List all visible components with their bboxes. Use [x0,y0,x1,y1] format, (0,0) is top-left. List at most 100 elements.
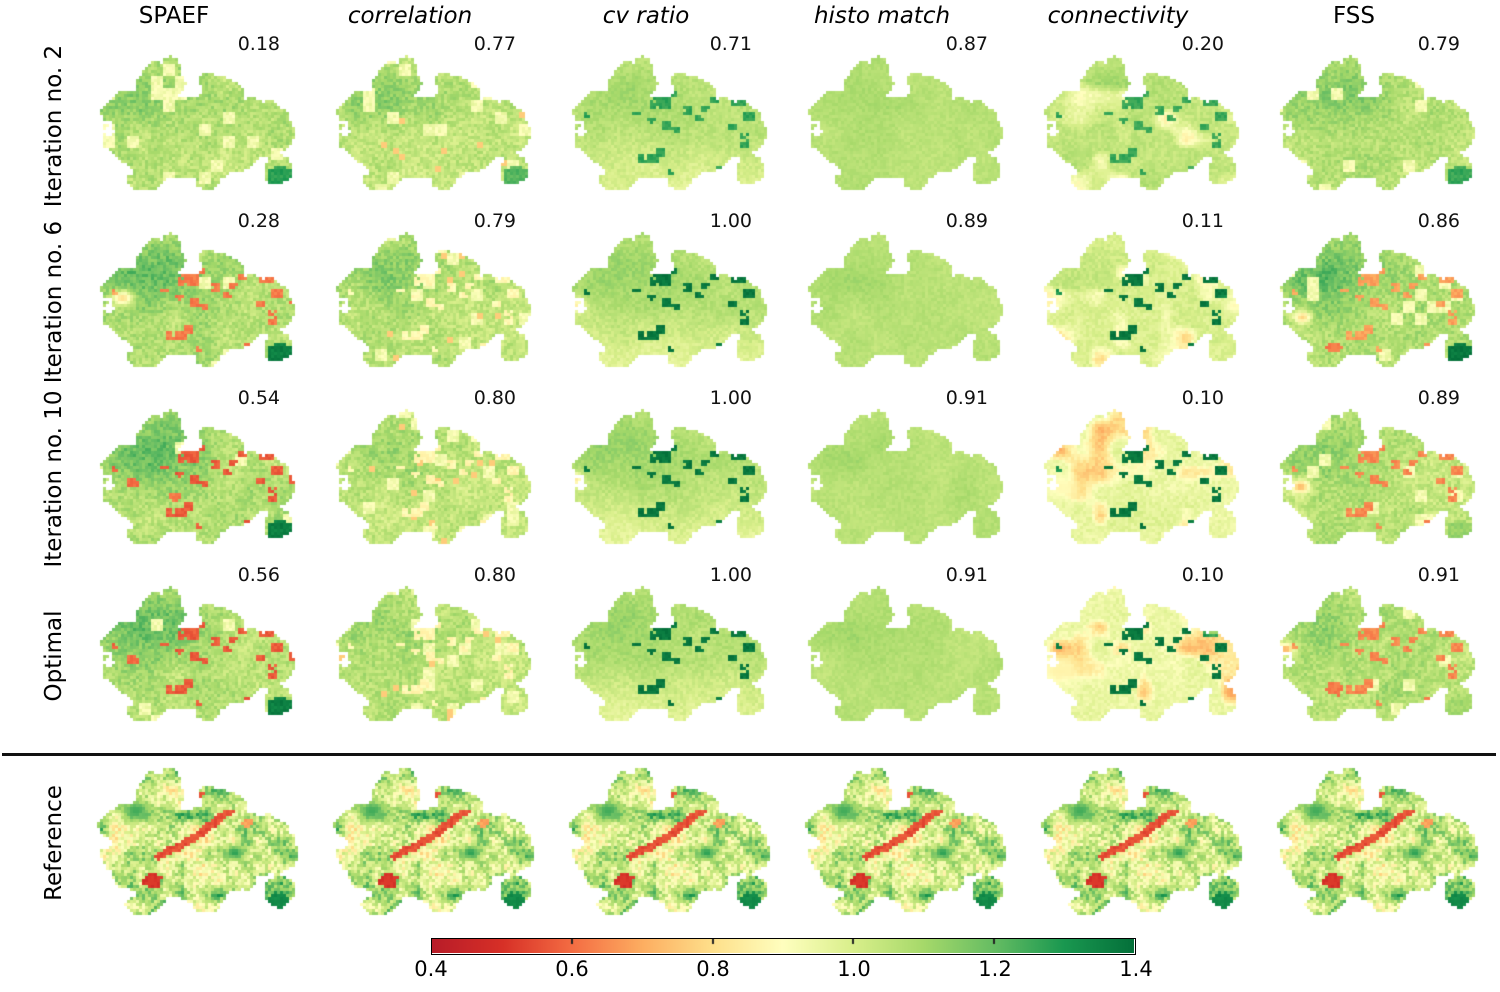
map-panel-cell: 0.20 [1022,30,1258,207]
catchment-map [799,583,1009,730]
colorbar-tick-label: 0.4 [414,957,448,981]
score-value: 0.91 [1417,564,1460,586]
score-value: 0.89 [945,210,988,232]
colorbar-tick-label: 0.8 [696,957,730,981]
catchment-map [563,229,773,376]
map-panel-cell: 0.79 [1258,30,1494,207]
map-panel-cell: 0.89 [1258,384,1494,561]
catchment-map [327,406,537,553]
score-value: 0.54 [237,387,280,409]
map-panel-cell: 0.54 [78,384,314,561]
reference-catchment-map [1268,762,1484,924]
reference-catchment-map [560,762,776,924]
map-panel-cell: 1.00 [550,384,786,561]
catchment-map [1035,406,1245,553]
map-panel-cell: 0.80 [314,384,550,561]
map-panel-cell [314,762,550,930]
map-panel-cell: 0.91 [1258,561,1494,738]
catchment-map [327,52,537,199]
catchment-map [1035,583,1245,730]
colorbar-tick-label: 1.4 [1119,957,1153,981]
score-value: 0.56 [237,564,280,586]
score-value: 0.79 [1417,33,1460,55]
column-header-fss: FSS [1332,3,1376,29]
score-value: 0.71 [709,33,752,55]
colorbar [431,938,1136,955]
catchment-map [799,406,1009,553]
score-value: 0.11 [1181,210,1224,232]
map-panel-cell: 0.11 [1022,207,1258,384]
score-value: 0.80 [473,387,516,409]
map-panel-cell: 0.91 [786,384,1022,561]
map-panel-cell: 0.18 [78,30,314,207]
score-value: 0.86 [1417,210,1460,232]
map-panel-cell [78,762,314,930]
map-panel-cell: 1.00 [550,561,786,738]
row-label-iteration-2: Iteration no. 2 [41,44,67,208]
map-panel-cell [550,762,786,930]
score-value: 0.77 [473,33,516,55]
reference-catchment-map [1032,762,1248,924]
map-panel-cell: 1.00 [550,207,786,384]
column-header-histo-match: histo match [813,3,951,29]
catchment-map [91,406,301,553]
score-value: 0.89 [1417,387,1460,409]
colorbar-tick-label: 0.6 [555,957,589,981]
score-value: 1.00 [709,387,752,409]
column-header-cv-ratio: cv ratio [602,3,690,29]
map-panel-cell: 0.77 [314,30,550,207]
map-panel-cell: 0.91 [786,561,1022,738]
catchment-map [799,229,1009,376]
score-value: 0.10 [1181,564,1224,586]
catchment-map [1271,406,1481,553]
score-value: 0.87 [945,33,988,55]
map-panel-cell: 0.79 [314,207,550,384]
map-panel-cell: 0.89 [786,207,1022,384]
reference-catchment-map [796,762,1012,924]
catchment-map [799,52,1009,199]
catchment-map [327,229,537,376]
map-panel-cell: 0.86 [1258,207,1494,384]
reference-catchment-map [324,762,540,924]
score-value: 0.18 [237,33,280,55]
catchment-map [563,583,773,730]
catchment-map [1271,229,1481,376]
score-value: 0.91 [945,387,988,409]
map-panel-cell: 0.10 [1022,384,1258,561]
column-header-spaef: SPAEF [138,3,210,29]
map-panel-cell: 0.80 [314,561,550,738]
catchment-map [91,52,301,199]
map-panel-cell [1258,762,1494,930]
catchment-map [327,583,537,730]
map-panel-cell: 0.10 [1022,561,1258,738]
colorbar-tick-label: 1.2 [978,957,1012,981]
row-label-optimal: Optimal [41,610,67,702]
score-value: 0.20 [1181,33,1224,55]
colorbar-tick-labels: 0.4 0.6 0.8 1.0 1.2 1.4 [414,957,1152,985]
row-label-iteration-6: Iteration no. 6 [41,220,67,384]
map-panel-cell: 0.71 [550,30,786,207]
catchment-map [91,583,301,730]
colorbar-gradient [432,939,1134,953]
catchment-map [1035,52,1245,199]
column-header-connectivity: connectivity [1047,3,1189,29]
map-panel-cell: 0.56 [78,561,314,738]
score-value: 0.80 [473,564,516,586]
catchment-map [1035,229,1245,376]
score-value: 0.10 [1181,387,1224,409]
column-headers: SPAEF correlation cv ratio histo match c… [56,3,1472,29]
row-label-iteration-10: Iteration no. 10 [41,390,67,568]
score-value: 0.91 [945,564,988,586]
column-header-correlation: correlation [347,3,473,29]
reference-catchment-map [88,762,304,924]
score-value: 1.00 [709,210,752,232]
score-value: 0.79 [473,210,516,232]
map-panel-cell [786,762,1022,930]
reference-grid [78,762,1494,930]
score-value: 1.00 [709,564,752,586]
reference-divider [2,753,1496,756]
catchment-map [563,52,773,199]
row-label-reference: Reference [41,785,67,901]
map-panel-cell [1022,762,1258,930]
